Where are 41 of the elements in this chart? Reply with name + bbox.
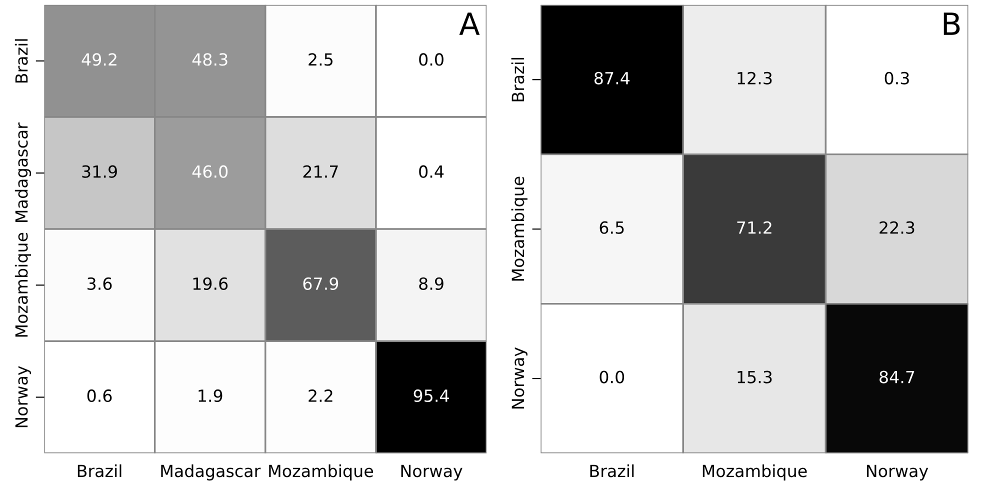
data-label: 8.9 [419, 277, 444, 290]
x-tick-label: Norway [867, 464, 928, 480]
data-label: 19.6 [193, 277, 228, 290]
x-tick-label: Brazil [590, 464, 634, 478]
y-tick-label: Mozambique [14, 232, 32, 337]
data-label: 49.2 [82, 53, 116, 66]
data-label: 12.3 [738, 72, 772, 84]
y-tick-label: Madagascar [14, 122, 32, 222]
data-label: 22.3 [880, 221, 914, 234]
data-label: 0.0 [419, 53, 444, 66]
annotation: B [944, 12, 960, 35]
data-label: 0.4 [419, 165, 444, 178]
data-label: 6.5 [600, 221, 624, 234]
data-label: 87.4 [594, 72, 630, 84]
x-tick-label: Madagascar [161, 464, 261, 480]
data-label: 2.2 [308, 389, 332, 402]
data-label: 48.3 [192, 53, 228, 66]
y-tick-label: Norway [512, 347, 528, 409]
y-tick-label: Brazil [511, 58, 524, 102]
data-label: 2.5 [308, 53, 332, 66]
data-label: 15.3 [738, 370, 772, 384]
data-label: 71.2 [737, 221, 772, 234]
x-tick-label: Mozambique [702, 464, 807, 480]
data-label: 67.9 [303, 277, 338, 290]
data-label: 3.6 [88, 277, 112, 290]
data-label: 31.9 [82, 165, 117, 178]
data-label: 0.3 [884, 72, 909, 84]
y-tick-label: Mozambique [511, 176, 528, 281]
data-label: 46.0 [192, 165, 228, 178]
x-tick-label: Brazil [78, 464, 122, 478]
data-label: 0.0 [600, 370, 624, 384]
data-label: 0.6 [87, 389, 112, 402]
annotation: A [459, 12, 480, 35]
x-tick-label: Mozambique [269, 464, 374, 480]
x-tick-label: Norway [401, 464, 462, 480]
data-label: 1.9 [198, 389, 222, 402]
y-tick-label: Norway [15, 366, 32, 428]
y-tick-label: Brazil [14, 39, 28, 83]
data-label: 84.7 [880, 370, 914, 384]
data-label: 95.4 [414, 389, 449, 402]
data-label: 21.7 [303, 165, 338, 178]
